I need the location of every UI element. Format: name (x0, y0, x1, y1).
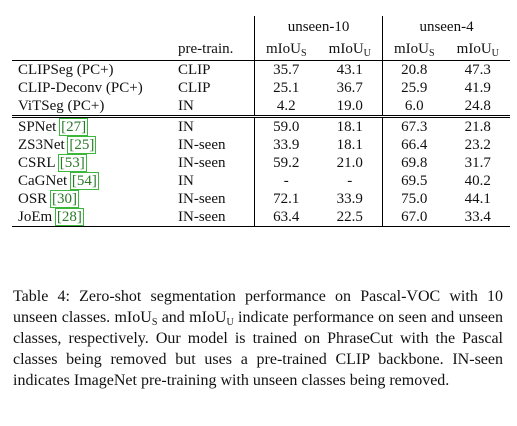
value-cell: 67.0 (382, 208, 446, 227)
value-cell: 67.3 (382, 115, 446, 136)
method-name: CLIPSeg (PC+) (12, 60, 172, 79)
method-name: JoEm [28] (12, 207, 172, 227)
value-cell: 18.1 (317, 115, 383, 136)
value-cell: 4.2 (253, 97, 318, 117)
value-cell: 72.1 (253, 190, 318, 208)
group-header-unseen-10: unseen-10 (253, 16, 383, 38)
value-cell: 19.0 (336, 97, 363, 114)
value-cell: 18.1 (336, 136, 363, 153)
table-row: ViTSeg (PC+) IN 4.2 19.0 6.0 24.8 (12, 97, 510, 117)
col-header-miou-s-10: mIoUS (253, 38, 318, 61)
value-cell: - (253, 172, 318, 190)
value-cell: 35.7 (253, 60, 318, 79)
value-cell: 69.8 (382, 154, 446, 172)
value-cell: - (347, 172, 353, 189)
citation-link[interactable]: [30] (49, 189, 79, 208)
citation-link[interactable]: [25] (67, 135, 97, 154)
value-cell: 21.8 (445, 115, 510, 136)
col-header-miou-s-4: mIoUS (382, 38, 446, 61)
results-table: unseen-10 unseen-4 pre-train. mIoUS mIoU… (12, 16, 510, 227)
value-cell: 69.5 (382, 172, 446, 190)
method-name: CSRL [53] (18, 153, 87, 172)
table-row: SPNet [27] IN 59.0 18.1 67.3 21.8 (12, 115, 510, 136)
table-row: CSRL [53] IN-seen 59.2 21.0 69.8 31.7 (12, 153, 510, 172)
table-row: CaGNet [54] IN - - 69.5 40.2 (12, 171, 510, 190)
value-cell: 36.7 (336, 79, 363, 96)
value-cell: 33.9 (336, 190, 363, 207)
citation-link[interactable]: [54] (69, 171, 99, 190)
value-cell: 31.7 (464, 154, 491, 171)
table-row: CLIPSeg (PC+) CLIP 35.7 43.1 20.8 47.3 (12, 60, 510, 79)
pretrain-cell: IN-seen (178, 190, 226, 207)
value-cell: 24.8 (464, 97, 491, 114)
pretrain-cell: CLIP (172, 60, 255, 79)
pretrain-cell: IN (172, 115, 255, 136)
value-cell: 41.9 (464, 79, 491, 96)
method-name: OSR [30] (18, 189, 79, 208)
value-cell: 59.0 (253, 115, 318, 136)
citation-link[interactable]: [28] (54, 207, 84, 226)
value-cell: 21.0 (336, 154, 363, 171)
pretrain-cell: IN (178, 97, 194, 114)
col-header-miou-u-10: mIoUU (328, 40, 371, 59)
method-name: CaGNet [54] (18, 171, 99, 190)
value-cell: 43.1 (317, 60, 383, 79)
value-cell: 75.0 (382, 190, 446, 208)
value-cell: 6.0 (382, 97, 446, 117)
pretrain-cell: IN-seen (172, 208, 255, 227)
value-cell: 66.4 (382, 136, 446, 154)
col-header-miou-u-4: mIoUU (456, 40, 499, 59)
value-cell: 44.1 (464, 190, 491, 207)
pretrain-header: pre-train. (178, 40, 234, 57)
value-cell: 25.1 (253, 79, 318, 97)
pretrain-cell: IN (178, 172, 194, 189)
pretrain-cell: CLIP (178, 79, 211, 96)
table-row: OSR [30] IN-seen 72.1 33.9 75.0 44.1 (12, 189, 510, 208)
table-caption: Table 4: Zero-shot segmentation performa… (13, 288, 504, 389)
table-row: ZS3Net [25] IN-seen 33.9 18.1 66.4 23.2 (12, 135, 510, 154)
pretrain-cell: IN-seen (178, 154, 226, 171)
value-cell: 47.3 (445, 60, 510, 79)
value-cell: 20.8 (382, 60, 446, 79)
value-cell: 33.9 (253, 136, 318, 154)
value-cell: 23.2 (464, 136, 491, 153)
value-cell: 25.9 (382, 79, 446, 97)
group-header-unseen-4: unseen-4 (382, 16, 510, 38)
citation-link[interactable]: [53] (57, 153, 87, 172)
value-cell: 40.2 (464, 172, 491, 189)
pretrain-cell: IN-seen (178, 136, 226, 153)
value-cell: 59.2 (253, 154, 318, 172)
value-cell: 22.5 (317, 208, 383, 227)
method-name: SPNet [27] (12, 115, 172, 136)
table-row: CLIP-Deconv (PC+) CLIP 25.1 36.7 25.9 41.9 (12, 79, 510, 97)
value-cell: 33.4 (445, 208, 510, 227)
method-name: ZS3Net [25] (18, 135, 97, 154)
value-cell: 63.4 (253, 208, 318, 227)
citation-link[interactable]: [27] (59, 117, 89, 136)
method-name: ViTSeg (PC+) (18, 97, 105, 114)
table-row: JoEm [28] IN-seen 63.4 22.5 67.0 33.4 (12, 207, 510, 227)
method-name: CLIP-Deconv (PC+) (18, 79, 143, 96)
